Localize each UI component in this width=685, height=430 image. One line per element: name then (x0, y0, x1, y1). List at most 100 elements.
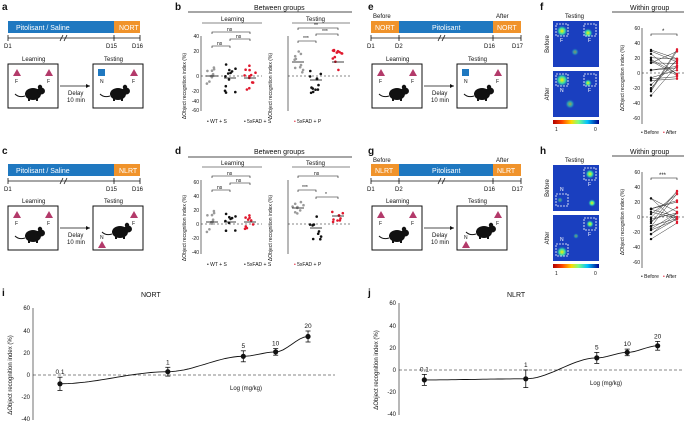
pair-line (650, 76, 678, 80)
sig-label: ** (314, 23, 318, 29)
heatmap-before: F F (553, 21, 599, 67)
testing-label: Testing (104, 199, 123, 205)
sig-label: ns (236, 34, 242, 40)
sig-label: ns (236, 178, 242, 184)
object-label: F (411, 221, 414, 227)
timeline-segment-label: NORT (497, 25, 517, 32)
delay-label: Delay (432, 91, 447, 97)
object-label: N (464, 79, 468, 85)
data-point (309, 69, 312, 73)
scatter-points (205, 200, 345, 241)
pair-line (650, 193, 678, 227)
dose-label: 5 (242, 343, 246, 350)
data-point (212, 67, 216, 71)
data-point (311, 237, 315, 241)
sig-label: ns (217, 41, 223, 47)
tick-label: 40 (193, 34, 199, 40)
arrow-icon (86, 84, 90, 88)
data-point (245, 226, 249, 230)
sig-label: ns (217, 185, 223, 191)
after-point (675, 69, 679, 72)
chart-title: NLRT (507, 292, 526, 299)
object-label: N (100, 79, 104, 85)
data-point (594, 355, 600, 361)
data-point (339, 217, 342, 220)
sig-label: *** (322, 29, 328, 35)
data-point (311, 87, 315, 90)
learning-arena (7, 63, 59, 109)
data-point (250, 81, 254, 84)
paired-lines (649, 189, 679, 241)
legend-entry: • After (663, 274, 677, 280)
panel-d: d Between groups Learning Testing ΔObjec… (175, 146, 352, 268)
x-axis-label: Log (mg/kg) (230, 386, 262, 392)
legend-entry: • WT + S (207, 262, 228, 268)
pair-line (650, 50, 678, 63)
panel-letter: a (2, 2, 8, 13)
panel-title: Within group (630, 5, 669, 12)
after-point (675, 60, 679, 64)
day-label: D16 (484, 44, 496, 50)
before-point (649, 216, 653, 219)
after-label: After (496, 158, 509, 164)
tick-label: 20 (634, 200, 640, 206)
panel-letter: h (540, 146, 546, 157)
object-triangle-icon (130, 211, 138, 218)
before-point (649, 227, 653, 231)
map-label: F (560, 38, 563, 44)
novel-object-square-icon (462, 69, 469, 76)
testing-label: Testing (468, 57, 487, 63)
object-triangle-icon (377, 211, 385, 218)
pair-line (650, 212, 678, 230)
data-point (229, 71, 232, 75)
tick-label: 20 (193, 208, 199, 214)
color-scale-bar (553, 120, 599, 124)
data-point (211, 218, 215, 221)
legend-entry: • Before (641, 274, 659, 280)
novel-object-square-icon (98, 69, 105, 76)
data-point (208, 228, 211, 231)
pair-line (650, 200, 678, 209)
day-label: D1 (367, 187, 375, 193)
tick-label: 40 (634, 185, 640, 191)
object-label: F (132, 221, 135, 227)
object-label: F (15, 79, 18, 85)
tick-label: -20 (192, 89, 199, 95)
data-point (248, 68, 251, 72)
data-point (319, 235, 323, 238)
data-point (205, 230, 209, 234)
tick-label: -20 (192, 236, 199, 242)
data-point (317, 83, 320, 87)
data-point (227, 78, 231, 81)
timeline-segment-label: NORT (375, 25, 395, 32)
day-label: D16 (132, 187, 144, 193)
data-point (248, 86, 251, 90)
before-point (649, 224, 653, 228)
tick-label: 20 (389, 346, 396, 352)
panel-h: h Testing Within group Before After N F … (540, 146, 684, 280)
panel-letter: b (175, 2, 181, 13)
learning-label: Learning (22, 199, 45, 205)
data-point (210, 213, 214, 217)
object-triangle-icon (13, 69, 21, 76)
pair-line (650, 198, 678, 213)
sig-label: *** (659, 173, 667, 179)
fit-curve (424, 345, 658, 381)
mouse-icon (14, 226, 46, 244)
object-triangle-icon (45, 211, 53, 218)
day-label: D15 (106, 187, 118, 193)
legend-entry: • Before (641, 130, 659, 136)
tick-label: -40 (387, 412, 396, 418)
data-point (248, 64, 251, 67)
after-point (675, 57, 679, 60)
data-point (210, 69, 214, 72)
row-label: After (545, 88, 551, 101)
pair-line (650, 65, 678, 96)
data-point (308, 223, 312, 226)
tick-label: 60 (634, 26, 640, 32)
object-label: N (100, 235, 104, 241)
before-point (649, 94, 653, 97)
axis-break-icon (59, 34, 68, 42)
sig-label: ns (227, 27, 233, 33)
delay-time: 10 min (67, 240, 85, 246)
